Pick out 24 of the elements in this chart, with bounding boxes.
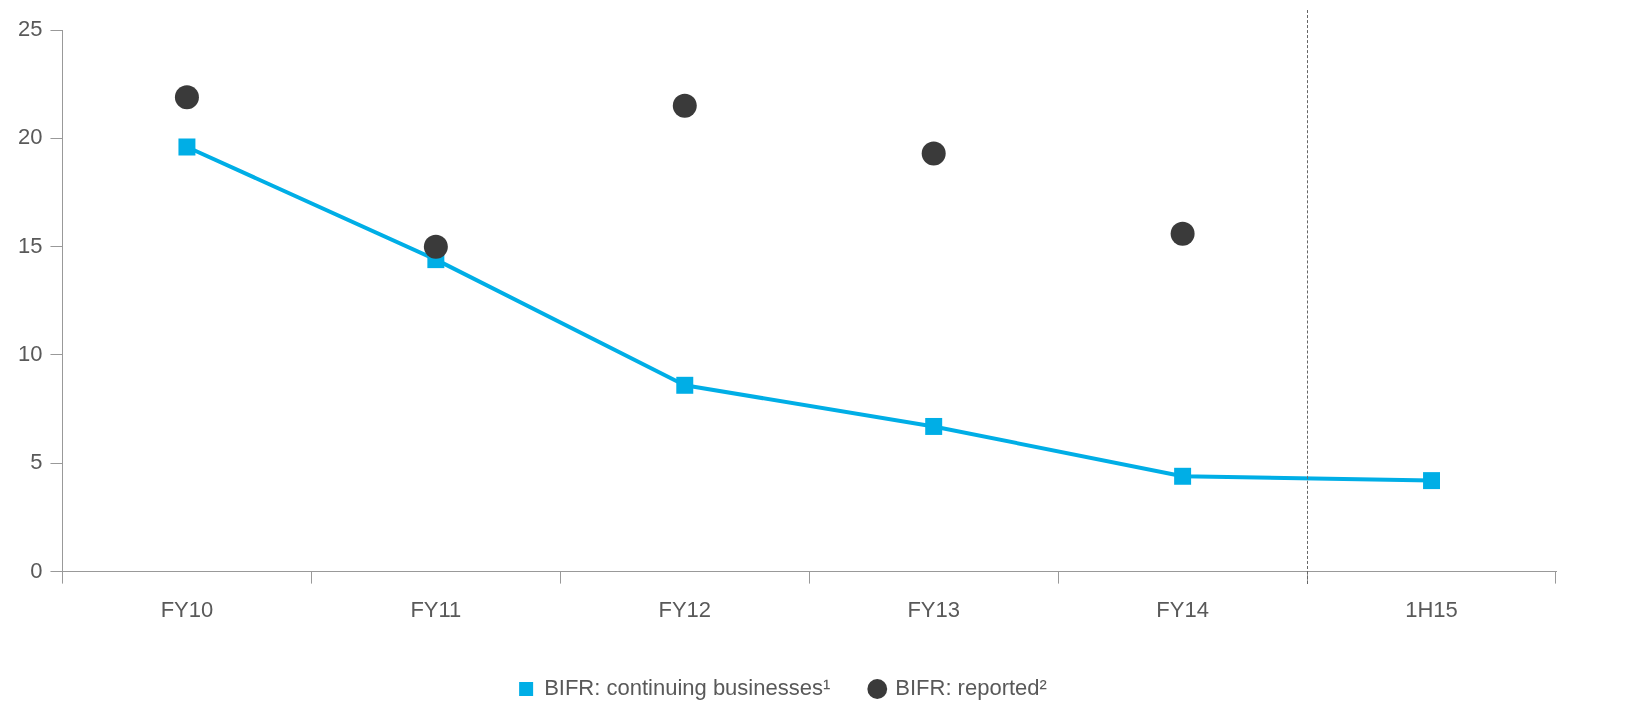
point — [178, 138, 196, 156]
point — [921, 141, 946, 166]
x-tick-label: FY14 — [1156, 596, 1209, 622]
point — [1174, 467, 1192, 485]
point — [423, 234, 448, 259]
legend-label: BIFR: reported² — [895, 675, 1047, 701]
x-tick-label: FY13 — [907, 596, 960, 622]
x-tick-label: FY12 — [658, 596, 712, 622]
point — [672, 93, 697, 118]
legend-label: BIFR: continuing businesses¹ — [544, 675, 831, 701]
y-tick-label: 10 — [17, 341, 43, 367]
point — [925, 417, 943, 435]
point — [1423, 472, 1441, 490]
x-tick-label: FY10 — [160, 596, 214, 622]
y-tick-label: 20 — [17, 124, 43, 150]
y-tick-label: 0 — [30, 557, 43, 583]
point — [676, 376, 694, 394]
y-tick-label: 5 — [30, 449, 43, 475]
y-tick-label: 25 — [17, 16, 43, 42]
x-tick-label: FY11 — [410, 596, 462, 622]
x-tick-label: 1H15 — [1405, 596, 1458, 622]
y-tick-label: 15 — [17, 232, 43, 258]
point — [174, 85, 199, 110]
point — [1170, 221, 1195, 246]
